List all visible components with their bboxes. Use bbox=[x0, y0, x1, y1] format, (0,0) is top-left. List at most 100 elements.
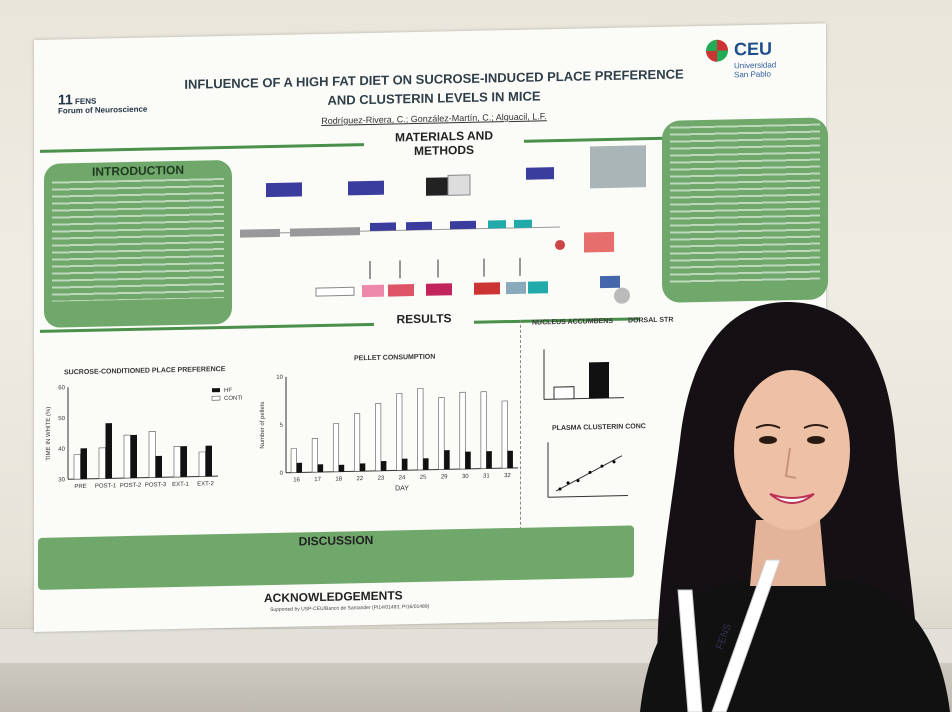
clusterin-scatter-plot bbox=[547, 442, 628, 498]
bar-hf bbox=[205, 445, 212, 477]
x-tick-label: 18 bbox=[335, 477, 342, 483]
bar-hf bbox=[507, 450, 513, 469]
bar-control bbox=[501, 400, 508, 469]
x-tick-label: 25 bbox=[420, 475, 427, 481]
x-axis bbox=[68, 475, 218, 480]
x-tick-label: 31 bbox=[483, 473, 490, 479]
bar-hf bbox=[465, 451, 471, 469]
methods-diagram bbox=[240, 145, 646, 304]
y-tick-label: 40 bbox=[58, 447, 65, 453]
objectives-box bbox=[662, 117, 828, 303]
bar-hf bbox=[486, 451, 492, 469]
ceu-logo: CEU Universidad San Pablo bbox=[706, 38, 776, 80]
timeline-segment bbox=[240, 228, 280, 238]
lanyard-left bbox=[677, 589, 703, 712]
poster-title: INFLUENCE OF A HIGH FAT DIET ON SUCROSE-… bbox=[184, 66, 684, 108]
bar-hf bbox=[130, 434, 137, 478]
bar-control bbox=[332, 423, 340, 473]
bar-hf bbox=[444, 450, 450, 470]
bar-hf bbox=[105, 423, 112, 479]
intro-text-block bbox=[52, 178, 224, 302]
bar-control bbox=[417, 387, 424, 471]
method-step-2 bbox=[348, 180, 384, 196]
pellet-chart: 0 5 10 16 17 18 22 23 24 25 29 30 31 32 Number of pell… bbox=[260, 375, 518, 492]
face bbox=[734, 370, 850, 530]
plate-icon bbox=[614, 287, 630, 304]
bar-hf bbox=[180, 446, 187, 477]
bar-control bbox=[148, 431, 156, 478]
bar-hf bbox=[359, 463, 366, 472]
x-tick-label: EXT-1 bbox=[172, 482, 189, 488]
scientific-poster: 11 FENS Forum of Neuroscience CEU Univer… bbox=[34, 23, 828, 632]
x-tick-label: 30 bbox=[462, 474, 469, 480]
cpp-chart: 30 40 50 60 PRE POST-1 POST-2 POST-3 EXT-1 EXT-2 T… bbox=[46, 385, 242, 490]
bar-hf bbox=[402, 458, 408, 471]
x-axis-label: DAY bbox=[395, 485, 409, 492]
y-tick-label: 10 bbox=[276, 375, 283, 381]
x-tick-label: 23 bbox=[378, 476, 385, 482]
y-tick-label: 5 bbox=[280, 423, 284, 429]
nucleus-label: NUCLEUS ACCUMBENS bbox=[532, 317, 614, 327]
y-axis-label: TIME IN WHITE (%) bbox=[46, 407, 52, 461]
bar-control bbox=[198, 451, 206, 477]
bar-hf bbox=[338, 464, 345, 472]
results-heading: RESULTS bbox=[374, 310, 474, 327]
legend-hf-label: HF bbox=[224, 388, 232, 394]
cpp-box-icon-2 bbox=[447, 174, 471, 196]
bar-hf bbox=[380, 461, 387, 471]
y-tick-label: 50 bbox=[58, 416, 65, 422]
bar-control bbox=[98, 447, 106, 479]
x-tick-label: 22 bbox=[356, 476, 363, 482]
y-tick-label: 60 bbox=[58, 385, 65, 391]
y-axis-label: Number of pellets bbox=[260, 402, 266, 449]
introduction-box: INTRODUCTION bbox=[44, 159, 232, 328]
bar-hf bbox=[423, 458, 429, 470]
timeline-segment bbox=[290, 227, 360, 237]
y-tick-label: 30 bbox=[58, 477, 65, 483]
bar-hf bbox=[296, 462, 303, 473]
microscope-icon bbox=[584, 231, 614, 253]
method-step-3 bbox=[526, 167, 554, 180]
histology-image bbox=[590, 145, 646, 189]
x-tick-label: POST-3 bbox=[145, 482, 167, 488]
x-tick-label: EXT-2 bbox=[197, 481, 214, 487]
bar-control bbox=[480, 391, 487, 469]
ack-text: Supported by USP-CEU/Banco de Santander … bbox=[270, 603, 430, 614]
x-tick-label: 24 bbox=[399, 475, 406, 481]
pellet-chart-title: PELLET CONSUMPTION bbox=[354, 353, 436, 363]
black-top bbox=[640, 580, 950, 712]
cpp-box-icon bbox=[426, 177, 448, 196]
legend-control-swatch bbox=[211, 395, 221, 401]
bar-control bbox=[438, 397, 445, 470]
poster-authors: Rodríguez-Rivera, C.; González-Martín, C… bbox=[321, 111, 547, 126]
bar-hf bbox=[317, 464, 324, 473]
ceu-emblem-icon bbox=[706, 39, 728, 63]
lanyard-right bbox=[711, 559, 781, 712]
fens-logo: 11 FENS Forum of Neuroscience bbox=[58, 91, 148, 116]
x-tick-label: POST-2 bbox=[120, 483, 142, 489]
bar-hf bbox=[80, 448, 87, 480]
x-tick-label: 32 bbox=[504, 473, 511, 479]
nucleus-bar-chart bbox=[543, 349, 624, 400]
bar-control bbox=[290, 448, 297, 473]
x-tick-label: 29 bbox=[441, 474, 448, 480]
bar-control bbox=[73, 454, 81, 480]
method-step-1 bbox=[266, 182, 302, 198]
bar-control bbox=[459, 391, 466, 470]
bar-control bbox=[375, 403, 382, 472]
x-tick-label: 16 bbox=[293, 477, 300, 483]
bar-control bbox=[123, 434, 131, 479]
ack-heading: ACKNOWLEDGEMENTS bbox=[264, 588, 403, 606]
gel-icon bbox=[600, 275, 620, 289]
x-tick-label: 17 bbox=[314, 477, 321, 483]
y-tick-label: 0 bbox=[280, 471, 284, 477]
bar-control bbox=[354, 413, 361, 472]
legend-hf-swatch bbox=[212, 388, 220, 393]
legend-control-label: CONTROL bbox=[224, 395, 242, 402]
bar-control bbox=[173, 445, 181, 478]
presenter-person: FENS bbox=[640, 301, 950, 712]
cpp-chart-title: SUCROSE-CONDITIONED PLACE PREFERENCE bbox=[64, 365, 226, 377]
bar-control bbox=[396, 393, 403, 471]
x-tick-label: PRE bbox=[74, 484, 86, 490]
bar-control bbox=[311, 438, 318, 473]
